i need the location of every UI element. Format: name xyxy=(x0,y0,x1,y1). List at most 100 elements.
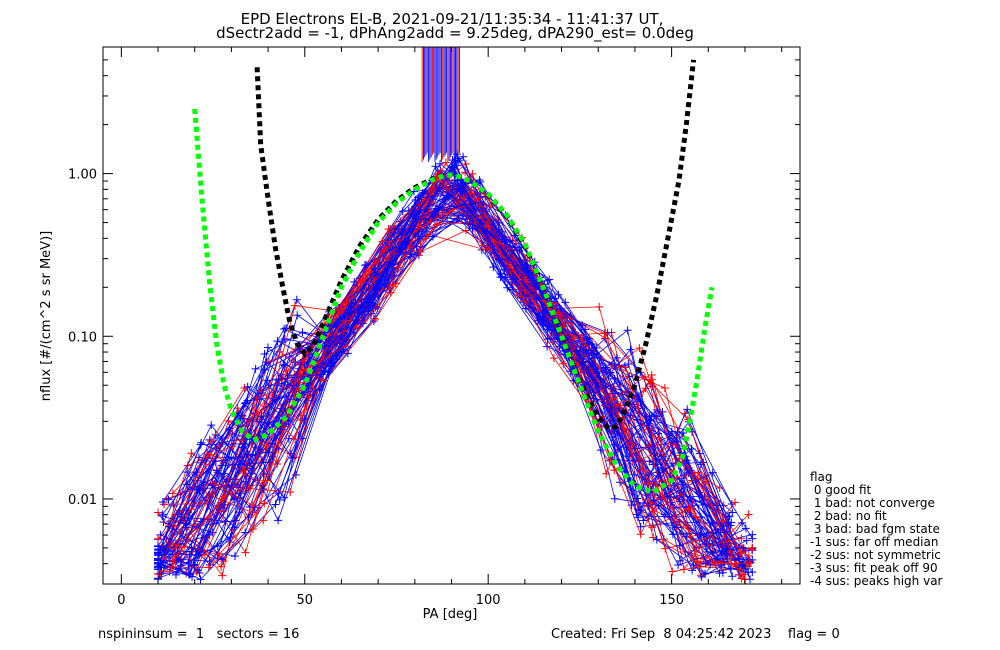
data-point-marker xyxy=(239,439,248,448)
data-point-marker xyxy=(658,407,667,416)
data-point-marker xyxy=(154,534,163,543)
data-point-marker xyxy=(260,499,269,508)
data-point-marker xyxy=(612,353,621,362)
spectrum-line xyxy=(157,199,729,570)
data-point-marker xyxy=(549,354,558,363)
data-point-marker xyxy=(647,370,656,379)
data-point-marker xyxy=(197,438,206,447)
data-point-marker xyxy=(688,566,697,575)
y-tick-label: 0.10 xyxy=(68,330,97,345)
spectrum-line xyxy=(157,209,736,580)
data-point-marker xyxy=(315,385,324,394)
data-point-marker xyxy=(500,261,509,270)
spectrum-line xyxy=(157,203,725,571)
data-point-marker xyxy=(283,380,292,389)
data-point-marker xyxy=(708,468,717,477)
x-tick-label: 0 xyxy=(117,593,125,608)
data-point-marker xyxy=(601,334,610,343)
data-point-marker xyxy=(650,411,659,420)
data-point-marker xyxy=(696,530,705,539)
data-point-marker xyxy=(346,308,355,317)
data-point-marker xyxy=(467,185,476,194)
data-point-marker xyxy=(457,184,466,193)
data-point-marker xyxy=(260,350,269,359)
data-point-marker xyxy=(154,548,163,557)
data-point-marker xyxy=(382,279,391,288)
data-point-marker xyxy=(648,523,657,532)
spectrum-line xyxy=(177,208,753,564)
data-point-marker xyxy=(211,430,220,439)
flag-legend-item: -2 sus: not symmetric xyxy=(810,548,941,562)
x-axis-label: PA [deg] xyxy=(423,607,478,622)
spectrum-line xyxy=(157,187,727,566)
data-point-marker xyxy=(676,556,685,565)
data-point-marker xyxy=(168,556,177,565)
data-point-marker xyxy=(319,366,328,375)
flag-legend-item: -1 sus: far off median xyxy=(810,535,939,549)
data-point-marker xyxy=(561,298,570,307)
data-point-marker xyxy=(259,516,268,525)
spectra-traces xyxy=(154,150,757,584)
flag-legend-item: 1 bad: not converge xyxy=(810,496,935,510)
data-point-marker xyxy=(636,433,645,442)
data-point-marker xyxy=(606,391,615,400)
data-point-marker xyxy=(291,435,300,444)
data-point-marker xyxy=(654,471,663,480)
data-point-marker xyxy=(467,209,476,218)
data-point-marker xyxy=(282,324,291,333)
data-point-marker xyxy=(610,360,619,369)
spectrum-line xyxy=(173,221,750,557)
data-point-marker xyxy=(737,534,746,543)
spectrum-line xyxy=(166,185,736,571)
data-point-marker xyxy=(595,302,604,311)
chart-title-line2: dSectr2add = -1, dPhAng2add = 9.25deg, d… xyxy=(216,24,694,43)
y-tick-label: 1.00 xyxy=(68,168,97,183)
spectrum-line xyxy=(172,178,747,568)
spectrum-line xyxy=(157,179,715,564)
data-point-marker xyxy=(415,225,424,234)
axes: 0 50 100 150 0.01 0.10 1.00 xyxy=(68,46,800,608)
data-point-marker xyxy=(350,278,359,287)
data-point-marker xyxy=(693,468,702,477)
data-point-marker xyxy=(274,375,283,384)
data-point-marker xyxy=(515,246,524,255)
data-point-marker xyxy=(265,458,274,467)
data-point-marker xyxy=(159,518,168,527)
data-point-marker xyxy=(398,207,407,216)
data-point-marker xyxy=(454,156,463,165)
data-point-marker xyxy=(502,273,511,282)
data-point-marker xyxy=(158,511,167,520)
data-point-marker xyxy=(620,361,629,370)
data-point-marker xyxy=(237,436,246,445)
data-point-marker xyxy=(652,535,661,544)
data-point-marker xyxy=(280,334,289,343)
data-point-marker xyxy=(263,376,272,385)
spectrum-line xyxy=(176,206,753,561)
data-point-marker xyxy=(259,469,268,478)
spectrum-line xyxy=(180,186,749,561)
y-tick-label: 0.01 xyxy=(68,493,97,508)
data-point-marker xyxy=(388,280,397,289)
data-point-marker xyxy=(183,461,192,470)
data-point-marker xyxy=(555,304,564,313)
data-point-marker xyxy=(737,562,746,571)
data-point-marker xyxy=(569,334,578,343)
data-point-marker xyxy=(495,255,504,264)
data-point-marker xyxy=(736,570,745,579)
data-point-marker xyxy=(154,508,163,517)
data-point-marker xyxy=(274,516,283,525)
data-point-marker xyxy=(282,366,291,375)
x-tick-label: 100 xyxy=(476,593,501,608)
peak-lines xyxy=(421,47,460,162)
spectrum-line xyxy=(168,165,742,575)
data-point-marker xyxy=(713,554,722,563)
data-point-marker xyxy=(168,489,177,498)
data-point-marker xyxy=(366,301,375,310)
data-point-marker xyxy=(251,364,260,373)
data-point-marker xyxy=(384,225,393,234)
data-point-marker xyxy=(248,501,257,510)
data-point-marker xyxy=(744,510,753,519)
data-point-marker xyxy=(212,444,221,453)
data-point-marker xyxy=(360,261,369,270)
data-point-marker xyxy=(582,335,591,344)
